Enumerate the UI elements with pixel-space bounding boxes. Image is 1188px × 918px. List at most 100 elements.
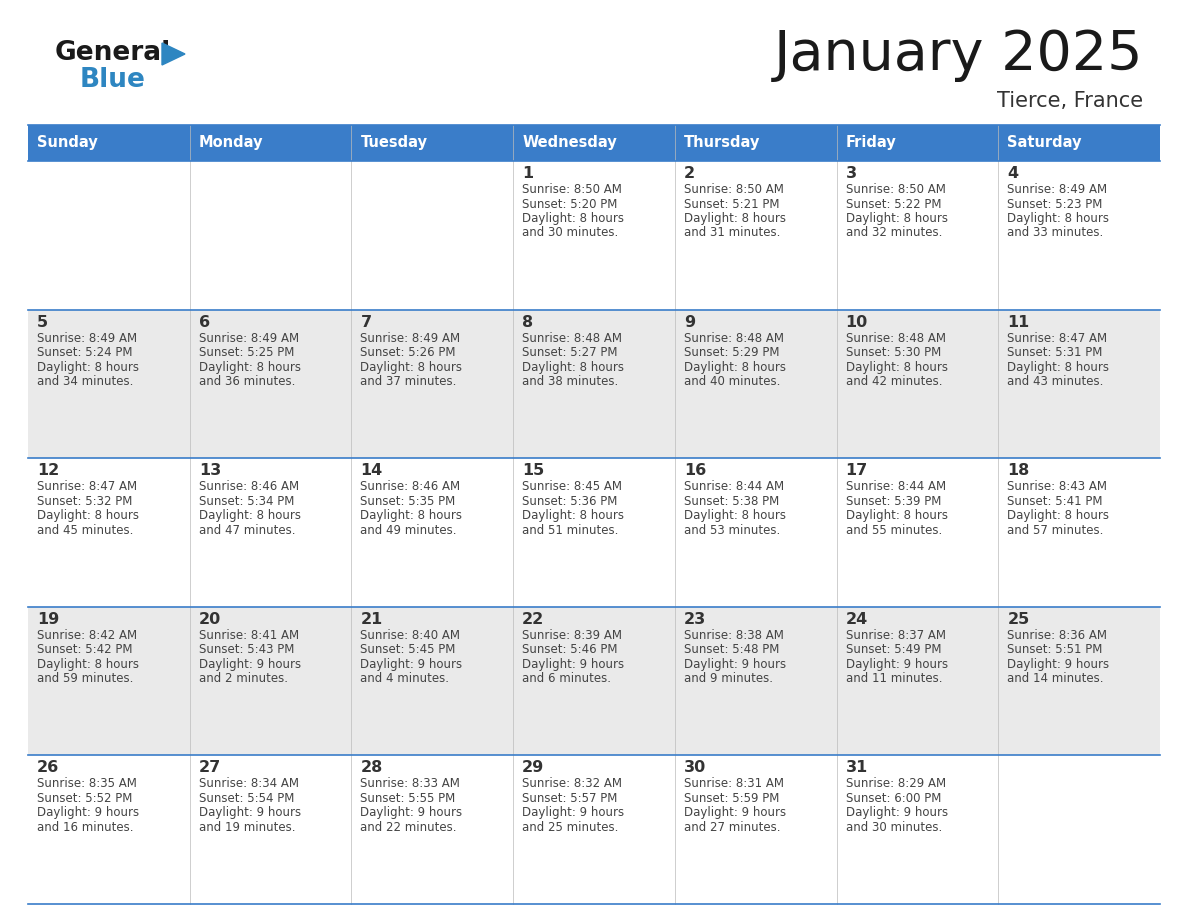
Text: Sunrise: 8:49 AM: Sunrise: 8:49 AM — [1007, 183, 1107, 196]
Text: Sunset: 5:21 PM: Sunset: 5:21 PM — [684, 197, 779, 210]
Text: and 22 minutes.: and 22 minutes. — [360, 821, 457, 834]
Text: Sunset: 5:48 PM: Sunset: 5:48 PM — [684, 644, 779, 656]
Text: 17: 17 — [846, 464, 867, 478]
Text: Thursday: Thursday — [684, 136, 760, 151]
Bar — [352, 125, 513, 161]
Text: Daylight: 9 hours: Daylight: 9 hours — [37, 806, 139, 820]
Text: Wednesday: Wednesday — [523, 136, 617, 151]
Text: 28: 28 — [360, 760, 383, 776]
Text: Sunrise: 8:50 AM: Sunrise: 8:50 AM — [684, 183, 784, 196]
Text: Daylight: 9 hours: Daylight: 9 hours — [360, 658, 462, 671]
Text: Daylight: 9 hours: Daylight: 9 hours — [198, 806, 301, 820]
Text: Daylight: 9 hours: Daylight: 9 hours — [523, 806, 624, 820]
Text: and 53 minutes.: and 53 minutes. — [684, 523, 781, 537]
Text: Sunset: 5:26 PM: Sunset: 5:26 PM — [360, 346, 456, 359]
Bar — [513, 125, 675, 161]
Text: Sunrise: 8:33 AM: Sunrise: 8:33 AM — [360, 778, 460, 790]
Text: Sunrise: 8:32 AM: Sunrise: 8:32 AM — [523, 778, 623, 790]
Text: Sunset: 5:52 PM: Sunset: 5:52 PM — [37, 792, 132, 805]
Bar — [675, 309, 836, 458]
Text: and 57 minutes.: and 57 minutes. — [1007, 523, 1104, 537]
Text: Sunset: 5:55 PM: Sunset: 5:55 PM — [360, 792, 456, 805]
Text: Sunset: 5:49 PM: Sunset: 5:49 PM — [846, 644, 941, 656]
Text: Tierce, France: Tierce, France — [997, 91, 1143, 111]
Bar — [190, 309, 352, 458]
Text: Sunset: 5:31 PM: Sunset: 5:31 PM — [1007, 346, 1102, 359]
Text: Blue: Blue — [80, 67, 146, 93]
Text: Sunset: 5:23 PM: Sunset: 5:23 PM — [1007, 197, 1102, 210]
Text: Daylight: 8 hours: Daylight: 8 hours — [198, 509, 301, 522]
Text: and 11 minutes.: and 11 minutes. — [846, 672, 942, 686]
Text: and 49 minutes.: and 49 minutes. — [360, 523, 457, 537]
Text: 7: 7 — [360, 315, 372, 330]
Text: Sunset: 5:46 PM: Sunset: 5:46 PM — [523, 644, 618, 656]
Text: Sunset: 5:45 PM: Sunset: 5:45 PM — [360, 644, 456, 656]
Text: 16: 16 — [684, 464, 706, 478]
Bar — [190, 161, 352, 309]
Text: Daylight: 8 hours: Daylight: 8 hours — [846, 361, 948, 374]
Text: Daylight: 8 hours: Daylight: 8 hours — [37, 509, 139, 522]
Bar — [675, 161, 836, 309]
Text: Sunrise: 8:46 AM: Sunrise: 8:46 AM — [198, 480, 299, 493]
Bar — [513, 756, 675, 904]
Text: 13: 13 — [198, 464, 221, 478]
Text: Sunset: 5:25 PM: Sunset: 5:25 PM — [198, 346, 295, 359]
Text: 10: 10 — [846, 315, 867, 330]
Text: 9: 9 — [684, 315, 695, 330]
Text: 22: 22 — [523, 611, 544, 627]
Text: 12: 12 — [37, 464, 59, 478]
Text: Sunset: 5:32 PM: Sunset: 5:32 PM — [37, 495, 132, 508]
Text: Sunrise: 8:46 AM: Sunrise: 8:46 AM — [360, 480, 461, 493]
Text: and 25 minutes.: and 25 minutes. — [523, 821, 619, 834]
Bar — [998, 161, 1159, 309]
Text: Sunrise: 8:48 AM: Sunrise: 8:48 AM — [523, 331, 623, 344]
Bar — [190, 125, 352, 161]
Bar — [675, 607, 836, 756]
Bar — [998, 607, 1159, 756]
Text: Sunset: 5:36 PM: Sunset: 5:36 PM — [523, 495, 618, 508]
Text: 30: 30 — [684, 760, 706, 776]
Text: Daylight: 8 hours: Daylight: 8 hours — [684, 509, 785, 522]
Bar — [998, 756, 1159, 904]
Text: Daylight: 8 hours: Daylight: 8 hours — [846, 509, 948, 522]
Text: and 14 minutes.: and 14 minutes. — [1007, 672, 1104, 686]
Text: Sunrise: 8:39 AM: Sunrise: 8:39 AM — [523, 629, 623, 642]
Text: Daylight: 8 hours: Daylight: 8 hours — [360, 361, 462, 374]
Text: and 9 minutes.: and 9 minutes. — [684, 672, 773, 686]
Text: Daylight: 9 hours: Daylight: 9 hours — [684, 658, 786, 671]
Text: Sunset: 5:27 PM: Sunset: 5:27 PM — [523, 346, 618, 359]
Text: Sunrise: 8:50 AM: Sunrise: 8:50 AM — [846, 183, 946, 196]
Text: Sunrise: 8:43 AM: Sunrise: 8:43 AM — [1007, 480, 1107, 493]
Text: Sunrise: 8:40 AM: Sunrise: 8:40 AM — [360, 629, 461, 642]
Text: Daylight: 8 hours: Daylight: 8 hours — [1007, 212, 1110, 225]
Text: 25: 25 — [1007, 611, 1030, 627]
Bar — [29, 309, 190, 458]
Text: 27: 27 — [198, 760, 221, 776]
Bar — [513, 607, 675, 756]
Text: and 55 minutes.: and 55 minutes. — [846, 523, 942, 537]
Text: Sunset: 5:30 PM: Sunset: 5:30 PM — [846, 346, 941, 359]
Text: Daylight: 8 hours: Daylight: 8 hours — [523, 509, 624, 522]
Text: and 33 minutes.: and 33 minutes. — [1007, 227, 1104, 240]
Text: Daylight: 8 hours: Daylight: 8 hours — [846, 212, 948, 225]
Bar — [836, 756, 998, 904]
Text: 21: 21 — [360, 611, 383, 627]
Text: Sunset: 5:51 PM: Sunset: 5:51 PM — [1007, 644, 1102, 656]
Text: January 2025: January 2025 — [773, 28, 1143, 82]
Text: and 59 minutes.: and 59 minutes. — [37, 672, 133, 686]
Text: Sunrise: 8:42 AM: Sunrise: 8:42 AM — [37, 629, 137, 642]
Text: 4: 4 — [1007, 166, 1018, 181]
Text: Daylight: 8 hours: Daylight: 8 hours — [1007, 361, 1110, 374]
Bar — [675, 458, 836, 607]
Text: and 47 minutes.: and 47 minutes. — [198, 523, 295, 537]
Bar — [836, 309, 998, 458]
Text: Sunset: 5:34 PM: Sunset: 5:34 PM — [198, 495, 295, 508]
Text: and 19 minutes.: and 19 minutes. — [198, 821, 295, 834]
Text: Monday: Monday — [198, 136, 264, 151]
Text: Sunset: 5:38 PM: Sunset: 5:38 PM — [684, 495, 779, 508]
Text: Sunset: 5:22 PM: Sunset: 5:22 PM — [846, 197, 941, 210]
Text: Sunrise: 8:31 AM: Sunrise: 8:31 AM — [684, 778, 784, 790]
Text: Sunrise: 8:35 AM: Sunrise: 8:35 AM — [37, 778, 137, 790]
Text: 26: 26 — [37, 760, 59, 776]
Text: 18: 18 — [1007, 464, 1030, 478]
